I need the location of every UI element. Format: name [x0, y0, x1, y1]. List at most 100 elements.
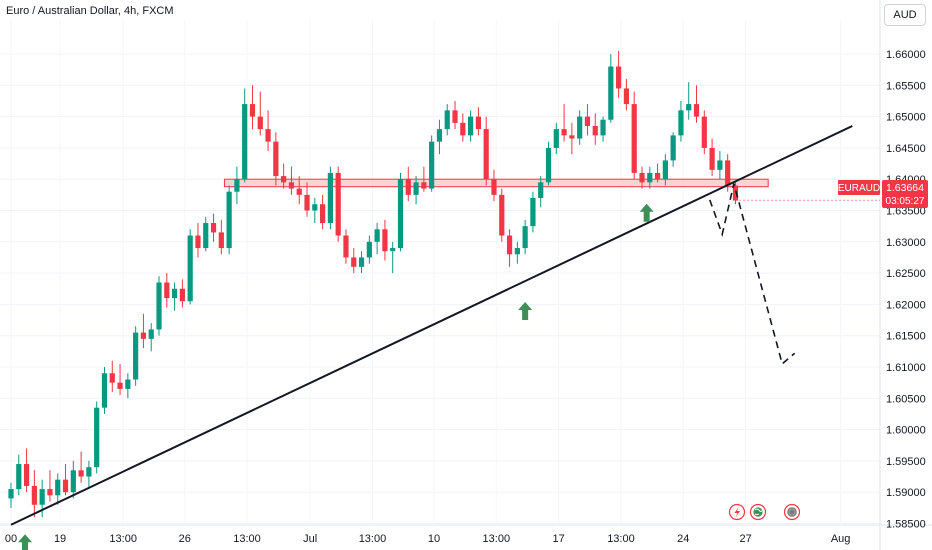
- price-tick-label: 1.60500: [886, 393, 926, 405]
- candle: [499, 188, 505, 242]
- time-tick-label: 17: [553, 533, 565, 545]
- candle: [639, 166, 645, 189]
- candle: [218, 219, 224, 255]
- support-arrows-layer[interactable]: [18, 203, 654, 550]
- candle: [382, 219, 388, 261]
- candle-body: [218, 232, 224, 249]
- candle-body: [203, 223, 209, 249]
- candle-body: [304, 194, 310, 211]
- candle: [460, 113, 466, 142]
- price-tag-bg: [882, 180, 928, 208]
- candle: [179, 279, 185, 308]
- up-arrow-icon[interactable]: [18, 534, 33, 550]
- candle: [701, 110, 707, 155]
- candle: [592, 113, 598, 145]
- candle: [86, 460, 92, 490]
- candle: [109, 360, 115, 393]
- candle: [421, 166, 427, 192]
- candle-body: [475, 116, 481, 130]
- candle-body: [483, 129, 489, 180]
- candle: [304, 182, 310, 217]
- replay-icon[interactable]: [783, 503, 801, 521]
- candle: [654, 163, 661, 183]
- countdown-text: 03:05:27: [886, 196, 925, 207]
- candle-body: [662, 160, 668, 180]
- currency-button[interactable]: AUD: [884, 4, 926, 26]
- candle: [405, 166, 411, 202]
- lightning-icon[interactable]: [728, 503, 746, 521]
- price-tick-label: 1.61500: [886, 331, 926, 343]
- up-arrow-icon[interactable]: [518, 302, 533, 321]
- candle-body: [296, 188, 302, 195]
- chart-title: Euro / Australian Dollar, 4h, FXCM: [6, 5, 174, 17]
- candle-body: [226, 191, 232, 249]
- candle-body: [382, 229, 388, 252]
- candle-body: [506, 235, 513, 255]
- candle: [351, 248, 357, 274]
- candle: [187, 229, 193, 305]
- candle-body: [670, 135, 676, 161]
- candle-body: [592, 125, 598, 136]
- candle-body: [125, 379, 131, 389]
- candle-body: [631, 104, 637, 173]
- candle: [530, 191, 536, 233]
- candle: [140, 313, 147, 349]
- candle: [16, 454, 22, 496]
- candle-body: [530, 197, 536, 227]
- price-tick-label: 1.59500: [886, 456, 926, 468]
- candle: [553, 122, 559, 155]
- candle: [148, 323, 154, 352]
- projection-path[interactable]: [709, 183, 796, 366]
- candle: [514, 241, 520, 264]
- up-arrow-icon[interactable]: [639, 203, 654, 222]
- candle-body: [133, 332, 139, 380]
- candle: [78, 451, 84, 483]
- candle-body: [242, 104, 248, 180]
- time-axis[interactable]: 00 19 13:00 26 13:00 Jul 13:00 10 13:00 17 13:00 24…: [5, 533, 851, 545]
- candle-body: [210, 223, 217, 233]
- candle-body: [16, 464, 22, 490]
- candle: [94, 401, 100, 474]
- price-tick-label: 1.64500: [886, 143, 926, 155]
- candle-body: [460, 122, 466, 136]
- candle-body: [725, 160, 731, 186]
- price-tick-label: 1.62500: [886, 268, 926, 280]
- candle: [265, 110, 271, 152]
- candle: [561, 104, 567, 142]
- candle: [545, 141, 552, 186]
- candle: [413, 176, 419, 205]
- globe-icon[interactable]: [749, 503, 767, 521]
- candle: [242, 88, 248, 183]
- time-tick-label: 26: [179, 533, 191, 545]
- time-tick-label: Aug: [831, 533, 851, 545]
- time-tick-label: 19: [54, 533, 66, 545]
- candle: [693, 85, 700, 123]
- projection-layer[interactable]: [709, 183, 796, 366]
- candle: [171, 282, 178, 311]
- candle-body: [577, 116, 583, 139]
- candle: [125, 373, 131, 399]
- time-tick-label: 13:00: [359, 533, 387, 545]
- candle-body: [86, 467, 92, 477]
- bottom-icons[interactable]: [728, 503, 801, 521]
- trendline-layer[interactable]: [10, 125, 853, 526]
- price-axis[interactable]: 1.580001.585001.590001.595001.600001.605…: [886, 49, 926, 550]
- candle-body: [701, 116, 707, 148]
- candle: [468, 110, 474, 142]
- candle: [288, 166, 295, 195]
- candle: [343, 229, 349, 264]
- candle: [522, 219, 528, 255]
- candle: [164, 273, 170, 308]
- candle: [631, 91, 637, 180]
- trendline[interactable]: [10, 125, 853, 526]
- candle: [616, 50, 622, 98]
- candle: [608, 54, 614, 123]
- price-tick-label: 1.63500: [886, 206, 926, 218]
- candle-body: [545, 147, 552, 183]
- candle: [327, 166, 333, 230]
- candle-body: [187, 235, 193, 302]
- candle: [55, 473, 61, 505]
- candle-body: [70, 470, 76, 493]
